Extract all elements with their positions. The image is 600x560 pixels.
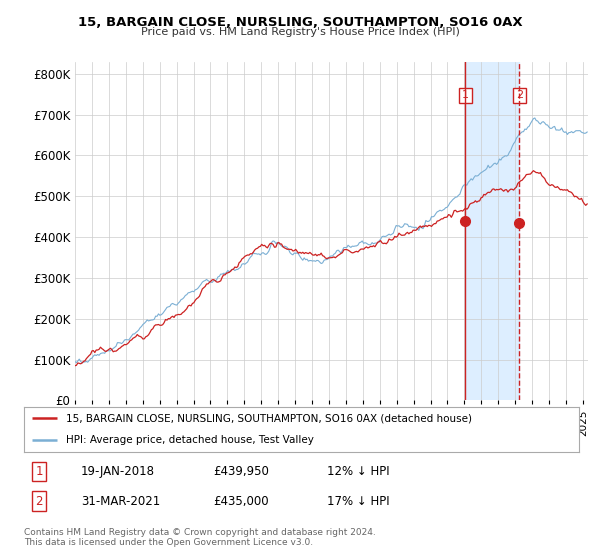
Text: 15, BARGAIN CLOSE, NURSLING, SOUTHAMPTON, SO16 0AX (detached house): 15, BARGAIN CLOSE, NURSLING, SOUTHAMPTON… bbox=[65, 413, 472, 423]
Bar bbox=[465, 62, 520, 400]
Text: £439,950: £439,950 bbox=[213, 465, 269, 478]
Text: 17% ↓ HPI: 17% ↓ HPI bbox=[327, 494, 389, 508]
Text: 15, BARGAIN CLOSE, NURSLING, SOUTHAMPTON, SO16 0AX: 15, BARGAIN CLOSE, NURSLING, SOUTHAMPTON… bbox=[77, 16, 523, 29]
Text: £435,000: £435,000 bbox=[213, 494, 269, 508]
Text: Contains HM Land Registry data © Crown copyright and database right 2024.
This d: Contains HM Land Registry data © Crown c… bbox=[24, 528, 376, 547]
Text: 2: 2 bbox=[516, 91, 523, 100]
Text: HPI: Average price, detached house, Test Valley: HPI: Average price, detached house, Test… bbox=[65, 435, 314, 445]
Text: 31-MAR-2021: 31-MAR-2021 bbox=[81, 494, 160, 508]
Text: 1: 1 bbox=[35, 465, 43, 478]
Text: 12% ↓ HPI: 12% ↓ HPI bbox=[327, 465, 389, 478]
Text: Price paid vs. HM Land Registry's House Price Index (HPI): Price paid vs. HM Land Registry's House … bbox=[140, 27, 460, 37]
Text: 19-JAN-2018: 19-JAN-2018 bbox=[81, 465, 155, 478]
Text: 2: 2 bbox=[35, 494, 43, 508]
Text: 1: 1 bbox=[462, 91, 469, 100]
